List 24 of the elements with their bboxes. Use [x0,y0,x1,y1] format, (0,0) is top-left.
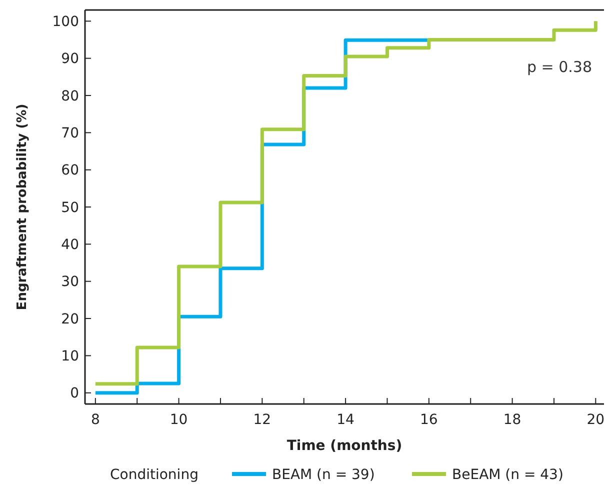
y-tick-label: 90 [61,51,79,68]
legend-title: Conditioning [110,467,198,483]
y-tick-label: 10 [61,348,79,365]
y-tick-label: 100 [52,14,79,30]
x-axis-title: Time (months) [286,438,402,454]
x-tick-label: 20 [586,412,605,428]
x-tick-label: 8 [90,412,100,428]
y-tick-label: 60 [61,162,79,179]
x-tick-label: 12 [253,412,272,428]
y-tick-label: 40 [61,237,79,254]
y-tick-label: 70 [61,126,79,142]
legend-label: BEAM (n = 39) [272,467,375,483]
annotation: p = 0.38 [526,58,592,76]
x-tick-label: 10 [170,412,188,428]
y-tick-label: 80 [61,88,79,104]
x-tick-label: 14 [336,412,355,428]
y-tick-label: 50 [61,200,79,216]
x-tick-label: 18 [503,412,522,428]
y-tick-label: 30 [61,274,79,290]
y-tick-label: 20 [61,311,79,328]
y-axis-title: Engraftment probability (%) [15,104,30,310]
x-tick-label: 16 [420,412,438,428]
legend-label: BeEAM (n = 43) [452,467,564,483]
y-tick-label: 0 [70,386,79,402]
